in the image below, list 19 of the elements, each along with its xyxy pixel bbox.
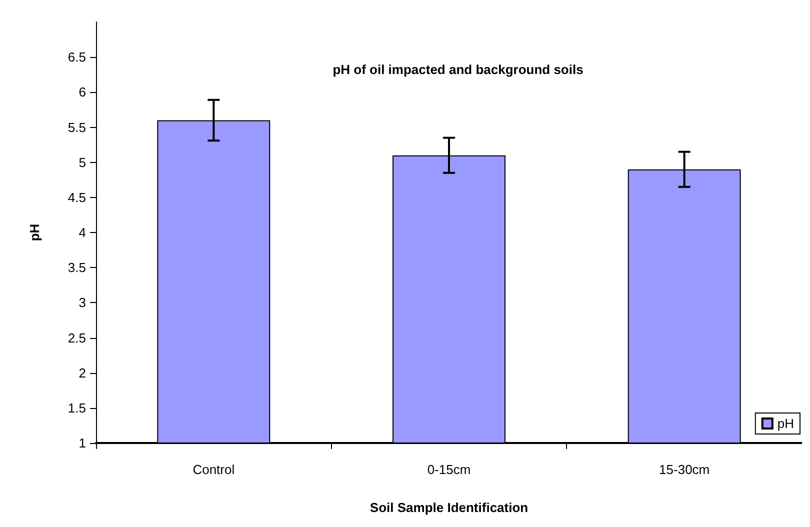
x-tick-label: 0-15cm <box>427 462 471 477</box>
y-tick-label: 2 <box>78 365 86 380</box>
y-tick-label: 1 <box>78 436 86 450</box>
y-tick-label: 6 <box>78 84 86 100</box>
y-tick-label: 2.5 <box>68 330 86 346</box>
y-axis-title: pH <box>27 224 42 242</box>
y-tick-label: 4 <box>78 225 86 240</box>
y-tick-label: 5.5 <box>68 120 86 135</box>
y-tick-label: 4.5 <box>68 190 86 205</box>
y-tick-label: 1.5 <box>68 400 86 416</box>
y-tick-label: 6.5 <box>68 50 86 65</box>
x-axis-title: Soil Sample Identification <box>370 500 528 515</box>
y-tick-label: 3 <box>78 295 86 310</box>
legend-label: pH <box>777 416 794 431</box>
y-tick-label: 3.5 <box>68 260 86 276</box>
text: pH of oil impacted and background soils <box>332 62 584 77</box>
x-tick-label: Control <box>192 462 235 477</box>
y-tick-label: 5 <box>78 154 86 170</box>
x-tick-label: 15-30cm <box>659 462 710 477</box>
